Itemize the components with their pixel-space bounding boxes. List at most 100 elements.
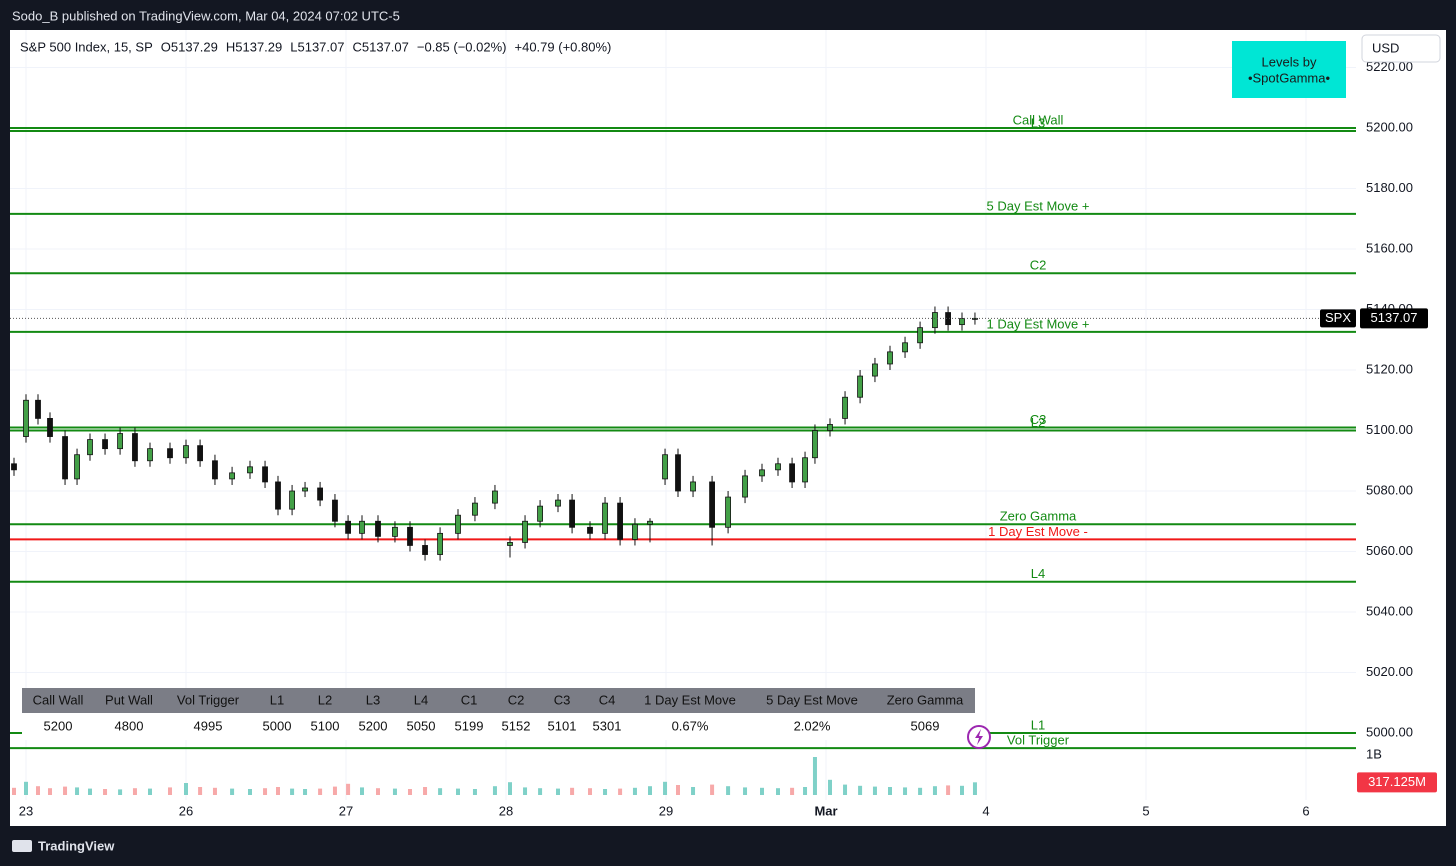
volume-bar — [332, 786, 337, 795]
candle-body — [972, 317, 978, 320]
table-header: 1 Day Est Move — [644, 692, 736, 707]
candle-body — [789, 463, 795, 483]
candle-body — [407, 526, 413, 546]
candle-body — [522, 520, 528, 543]
legend-item: S&P 500 Index, 15, SP — [20, 39, 153, 54]
volume-bar — [392, 788, 397, 795]
level-label: L4 — [1031, 566, 1045, 581]
table-header: L1 — [270, 692, 284, 707]
candle-body — [147, 448, 153, 462]
volume-bar — [212, 787, 217, 795]
candle-body — [917, 327, 923, 344]
x-tick-label: 4 — [982, 803, 989, 818]
volume-bar — [710, 784, 715, 795]
volume-tick-label: 1B — [1366, 746, 1382, 761]
table-header: C2 — [508, 692, 525, 707]
brand-logo — [12, 840, 32, 852]
volume-bar — [932, 786, 937, 795]
candle-body — [725, 496, 731, 528]
currency: USD — [1372, 40, 1399, 55]
x-tick-label: 5 — [1142, 803, 1149, 818]
candle-body — [345, 520, 351, 534]
x-tick-label: 6 — [1302, 803, 1309, 818]
table-cell: 5069 — [911, 718, 940, 733]
table-cell: 5000 — [263, 718, 292, 733]
volume-bar — [408, 789, 412, 795]
y-tick-label: 5220.00 — [1366, 59, 1413, 74]
level-label: L2 — [1031, 415, 1045, 430]
y-tick-label: 5120.00 — [1366, 361, 1413, 376]
candle-body — [392, 526, 398, 537]
volume-bar — [960, 785, 964, 795]
table-header: 5 Day Est Move — [766, 692, 858, 707]
candle-body — [375, 520, 381, 537]
candle-body — [632, 523, 638, 540]
volume-bar — [858, 785, 863, 795]
level-label: Vol Trigger — [1007, 733, 1070, 748]
volume-bar — [168, 787, 172, 795]
candle-body — [662, 454, 668, 480]
y-tick-label: 5040.00 — [1366, 603, 1413, 618]
candle-body — [742, 475, 748, 498]
level-label: Call Wall — [1013, 112, 1064, 127]
candle-body — [289, 490, 295, 510]
volume-bar — [184, 783, 188, 795]
volume-bar — [888, 787, 892, 795]
volume-bar — [828, 779, 832, 795]
legend-item: O5137.29 — [161, 39, 218, 54]
candle-body — [183, 445, 189, 459]
table-header: C4 — [599, 692, 616, 707]
volume-bar — [556, 788, 560, 795]
level-label: 1 Day Est Move - — [988, 524, 1088, 539]
volume-bar — [438, 788, 443, 795]
table-header: L4 — [414, 692, 428, 707]
candle-body — [857, 375, 863, 398]
level-label: C2 — [1030, 258, 1047, 273]
table-header: Put Wall — [105, 692, 153, 707]
volume-bar — [872, 786, 877, 795]
candle-body — [569, 499, 575, 528]
candle-body — [437, 532, 443, 555]
badge-box — [1232, 41, 1346, 98]
volume-bar — [118, 789, 123, 795]
candle-body — [812, 430, 818, 459]
candle-body — [602, 502, 608, 534]
candle-body — [302, 487, 308, 492]
volume-bar — [230, 788, 235, 795]
volume-bar — [48, 788, 52, 795]
level-label: 5 Day Est Move + — [987, 198, 1090, 213]
volume-bar — [346, 783, 351, 795]
volume-bar — [570, 787, 575, 795]
volume-tag — [1357, 772, 1437, 793]
candle-body — [11, 463, 17, 471]
candle-body — [492, 490, 498, 504]
y-tick-label: 5060.00 — [1366, 543, 1413, 558]
y-tick-label: 5160.00 — [1366, 240, 1413, 255]
table-cell: 0.67% — [672, 718, 709, 733]
candle-body — [827, 424, 833, 431]
candle-body — [359, 520, 365, 534]
candle-body — [35, 399, 41, 419]
x-tick-label: 29 — [659, 803, 673, 818]
alert-bolt — [975, 729, 983, 745]
volume-bar — [36, 786, 40, 795]
volume-bar — [648, 786, 652, 795]
candle-body — [197, 445, 203, 462]
volume-bar — [75, 787, 80, 795]
table-body-bg — [22, 713, 975, 740]
volume-bar — [743, 787, 748, 795]
level-label: L3 — [1031, 115, 1045, 130]
table-cell: 4995 — [194, 718, 223, 733]
table-cell: 5199 — [455, 718, 484, 733]
candle-body — [872, 363, 878, 377]
table-header: C3 — [554, 692, 571, 707]
volume-bar — [456, 788, 460, 795]
table-cell: 5152 — [502, 718, 531, 733]
volume-bar — [843, 784, 848, 795]
legend-item: H5137.29 — [226, 39, 282, 54]
y-tick-label: 5100.00 — [1366, 422, 1413, 437]
symbol-tag — [1320, 309, 1356, 328]
candle-body — [945, 312, 951, 326]
badge-text: •SpotGamma• — [1248, 70, 1331, 85]
candle-body — [262, 466, 268, 483]
